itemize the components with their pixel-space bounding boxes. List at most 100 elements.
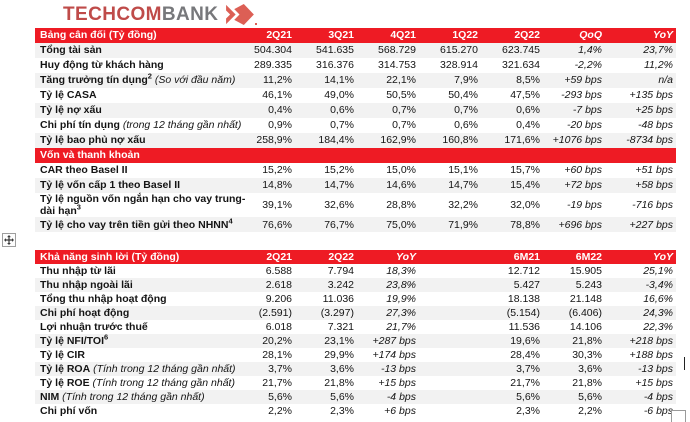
row-label: Huy động từ khách hàng: [40, 59, 164, 72]
value-cell: -4 bps: [605, 390, 676, 404]
table-row: Tỷ lệ vốn cấp 1 theo Basel II 14,8% 14,7% 1…: [35, 178, 676, 193]
value-cell: 11,2%: [644, 59, 673, 72]
value-cell: +1076 bps: [543, 133, 605, 148]
value-cell: 328.914: [440, 59, 478, 72]
balance-sheet-header: Bảng cân đối (Tỷ đồng) 2Q21 3Q21 4Q21 1Q22 2…: [35, 28, 676, 43]
value-cell: 21,7%: [510, 376, 540, 389]
row-label: Tỷ lệ CASA: [40, 89, 97, 102]
value-cell: (2.591): [250, 306, 295, 320]
column-header: YoY: [605, 250, 676, 264]
value-cell: 160,8%: [419, 133, 481, 148]
value-cell: 0,4%: [250, 103, 295, 118]
value-cell: 75,0%: [357, 217, 419, 233]
value-cell: 15,2%: [324, 164, 354, 177]
value-cell: -293 bps: [561, 89, 602, 102]
value-cell: 6.018: [265, 320, 292, 333]
value-cell: -6 bps: [643, 404, 673, 417]
row-label: Chi phí vốn: [40, 404, 98, 417]
value-cell: (3.297): [295, 306, 357, 320]
balance-sheet-body: Tổng tài sản 504.304 541.635 568.729 615.270…: [35, 43, 676, 148]
gap-cell: [419, 334, 481, 348]
column-header: 2Q21: [250, 250, 295, 264]
gap-cell: [419, 320, 481, 334]
column-header: 1Q22: [419, 28, 481, 43]
table-row: Tỷ lệ bao phủ nợ xấu 258,9% 184,4% 162,9% 16…: [35, 133, 676, 148]
value-cell: +287 bps: [357, 334, 419, 348]
value-cell: 5,6%: [543, 390, 605, 404]
value-cell: 0,7%: [392, 119, 416, 132]
value-cell: 15,4%: [481, 178, 543, 193]
value-cell: 19,9%: [386, 292, 416, 305]
profitability-header: Khả năng sinh lời (Tỷ đồng) 2Q21 2Q22 YoY 6…: [35, 250, 676, 264]
value-cell: 5,6%: [481, 390, 543, 404]
value-cell: 20,2%: [250, 334, 295, 348]
value-cell: 76,6%: [250, 217, 295, 233]
row-label: Tỷ lệ nợ xấu: [35, 103, 250, 118]
column-header: 4Q21: [357, 28, 419, 43]
table-row: Thu nhập ngoài lãi 2.618 3.242 23,8% 5.427 5.…: [35, 278, 676, 292]
value-cell: 22,1%: [357, 73, 419, 88]
row-label: Tỷ lệ vốn cấp 1 theo Basel II: [35, 178, 250, 193]
row-label: Chi phí tín dụng (trong 12 tháng gần nhấ…: [40, 119, 242, 132]
value-cell: 46,1%: [262, 89, 292, 102]
value-cell: 0,6%: [295, 103, 357, 118]
value-cell: 623.745: [481, 43, 543, 58]
row-label: Tỷ lệ bao phủ nợ xấu: [35, 133, 250, 148]
gap-cell: [419, 376, 481, 390]
value-cell: 22,3%: [643, 320, 673, 333]
row-label: Tăng trưởng tín dụng2 (So với đầu năm): [35, 73, 250, 88]
value-cell: 171,6%: [481, 133, 543, 148]
section-title: Vốn và thanh khoản: [35, 148, 676, 163]
value-cell: -7 bps: [543, 103, 605, 118]
value-cell: 0,7%: [357, 103, 419, 118]
table-row: Tỷ lệ CASA 46,1% 49,0% 50,5% 50,4% 47,5% -293 …: [35, 88, 676, 103]
row-label: Chi phí hoạt động: [35, 306, 250, 320]
value-cell: 0,6%: [454, 119, 478, 132]
value-cell: 50,5%: [386, 89, 416, 102]
value-cell: 11,2%: [250, 73, 295, 88]
gap-column: [419, 250, 481, 264]
value-cell: +188 bps: [629, 348, 674, 361]
table-row: Tỷ lệ cho vay trên tiền gửi theo NHNN4 76…: [35, 217, 676, 233]
value-cell: +15 bps: [378, 376, 416, 389]
column-header: 2Q22: [481, 28, 543, 43]
value-cell: 504.304: [250, 43, 295, 58]
value-cell: -4 bps: [357, 390, 419, 404]
value-cell: (5.154): [481, 306, 543, 320]
value-cell: 32,0%: [510, 199, 540, 212]
row-label: Tổng tài sản: [35, 43, 250, 58]
row-label: Tỷ lệ ROA (Tính trong 12 tháng gần nhất): [35, 362, 250, 376]
value-cell: 5.427: [481, 278, 543, 292]
value-cell: +696 bps: [543, 217, 605, 233]
value-cell: 29,9%: [324, 348, 354, 361]
row-label: Tỷ lệ CIR: [40, 348, 85, 361]
section-header-row: Vốn và thanh khoản: [35, 148, 676, 163]
table-title: Bảng cân đối (Tỷ đồng): [35, 28, 250, 43]
value-cell: 21,8%: [543, 334, 605, 348]
value-cell: 21,8%: [572, 376, 602, 389]
value-cell: n/a: [605, 73, 676, 88]
value-cell: -2,2%: [574, 59, 602, 72]
value-cell: 21,7%: [262, 376, 292, 389]
value-cell: 23,1%: [295, 334, 357, 348]
value-cell: 15,7%: [510, 164, 540, 177]
table-row: Huy động từ khách hàng 289.335 316.376 314.…: [35, 58, 676, 73]
table-move-handle[interactable]: [2, 233, 16, 247]
value-cell: -13 bps: [605, 362, 676, 376]
value-cell: +227 bps: [605, 217, 676, 233]
value-cell: 11.536: [508, 320, 540, 333]
table-row: Tỷ lệ nguồn vốn ngắn hạn cho vay trung-d…: [35, 193, 676, 217]
value-cell: 2.618: [250, 278, 295, 292]
row-label: Lợi nhuận trước thuế: [40, 320, 148, 333]
value-cell: 28,1%: [262, 348, 292, 361]
value-cell: +60 bps: [564, 164, 602, 177]
row-label: CAR theo Basel II: [40, 164, 128, 177]
value-cell: 9.206: [265, 292, 292, 305]
value-cell: 21,8%: [324, 376, 354, 389]
gap-cell: [419, 278, 481, 292]
row-label: NIM (Tính trong 12 tháng gần nhất): [35, 390, 250, 404]
table-resize-handle[interactable]: [671, 410, 686, 422]
value-cell: 316.376: [316, 59, 354, 72]
value-cell: 5.243: [543, 278, 605, 292]
value-cell: 1,4%: [543, 43, 605, 58]
